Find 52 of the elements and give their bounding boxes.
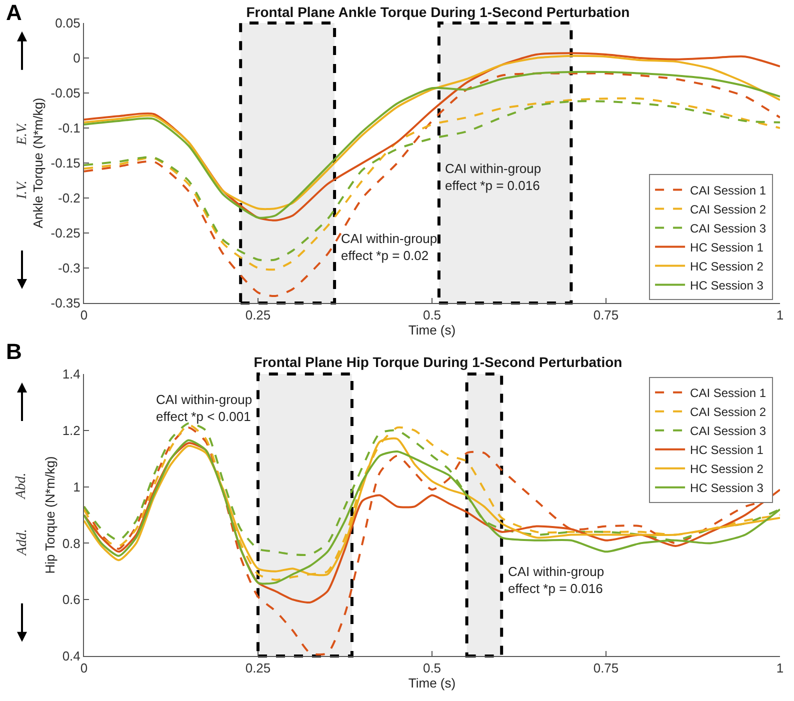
y-axis-title: Hip Torque (N*m/kg) xyxy=(42,456,58,574)
band-label: CAI within-group effect *p = 0.016 xyxy=(445,161,542,193)
legend-label: HC Session 3 xyxy=(690,278,764,292)
y-tick-label: 1 xyxy=(73,479,80,494)
x-tick-label: 0.75 xyxy=(593,660,619,676)
legend-label: HC Session 2 xyxy=(690,259,764,274)
chart-title: Frontal Plane Hip Torque During 1-Second Perturbation xyxy=(254,354,622,370)
legend-label: CAI Session 1 xyxy=(690,386,766,400)
legend-label: HC Session 3 xyxy=(690,481,764,495)
line-series xyxy=(84,72,780,297)
band-label: CAI within-group effect *p < 0.001 xyxy=(156,392,252,424)
legend-label: CAI Session 2 xyxy=(690,202,766,216)
band-label: CAI within-group effect *p = 0.016 xyxy=(508,564,604,596)
y-tick-label: -0.2 xyxy=(58,190,80,206)
legend-label: HC Session 1 xyxy=(690,443,764,457)
x-tick-label: 1 xyxy=(776,308,784,323)
x-axis-title: Time (s) xyxy=(408,322,456,338)
y-tick-label: 1.4 xyxy=(62,366,80,382)
y-tick-label: -0.1 xyxy=(58,120,80,136)
y-tick-label: 0.6 xyxy=(62,592,80,608)
band-label: CAI within-group effect *p = 0.02 xyxy=(341,231,438,263)
legend-label: HC Session 2 xyxy=(690,462,764,476)
x-tick-label: 0.75 xyxy=(593,308,619,323)
x-tick-label: 0.25 xyxy=(245,660,271,676)
x-tick-label: 0.25 xyxy=(245,308,271,323)
y-tick-label: 0.8 xyxy=(62,536,80,551)
x-tick-label: 1 xyxy=(776,660,784,676)
chart-title: Frontal Plane Ankle Torque During 1-Second Perturbation xyxy=(246,4,630,20)
legend-label: HC Session 1 xyxy=(690,240,764,254)
text: I.V. xyxy=(15,180,30,200)
text: Abd. xyxy=(14,472,30,500)
y-tick-label: -0.05 xyxy=(50,86,80,101)
y-tick-label: -0.15 xyxy=(50,156,80,171)
x-tick-label: 0.5 xyxy=(422,308,442,323)
legend-label: CAI Session 1 xyxy=(690,183,766,198)
text: Add. xyxy=(14,529,30,556)
legend-label: CAI Session 3 xyxy=(690,424,766,438)
x-tick-label: 0.5 xyxy=(422,660,442,676)
legend-label: CAI Session 2 xyxy=(690,405,766,419)
text: E.V. xyxy=(15,122,30,146)
y-tick-label: 0.4 xyxy=(62,648,80,664)
y-tick-label: 0.05 xyxy=(55,16,80,31)
y-tick-label: -0.3 xyxy=(58,260,80,276)
y-axis-title: Ankle Torque (N*m/kg) xyxy=(30,98,46,228)
x-axis-title: Time (s) xyxy=(408,676,456,691)
y-tick-label: -0.35 xyxy=(50,296,80,311)
y-tick-label: 0 xyxy=(73,50,80,66)
y-tick-label: -0.25 xyxy=(50,226,80,241)
text: B xyxy=(6,339,22,364)
text: A xyxy=(6,0,22,25)
legend-label: CAI Session 3 xyxy=(690,221,766,236)
y-tick-label: 1.2 xyxy=(62,422,80,438)
